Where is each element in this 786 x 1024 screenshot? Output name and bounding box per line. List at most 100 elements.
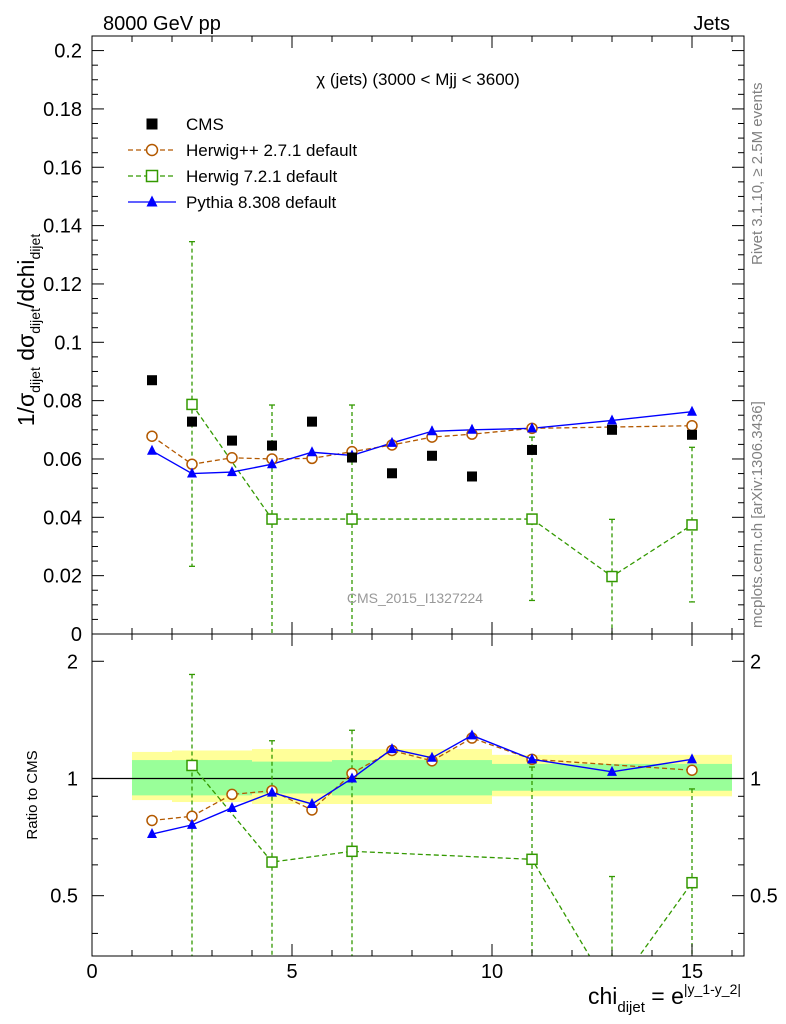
herwig7-line <box>191 404 693 578</box>
analysis-label: CMS_2015_I1327224 <box>347 590 483 606</box>
ratio-band-inner <box>452 760 492 796</box>
pythia-ratio-marker <box>267 786 277 797</box>
herwig7-ratio-marker <box>346 845 358 858</box>
legend-label: Pythia 8.308 default <box>186 193 337 212</box>
x-tick-label: 0 <box>86 961 97 983</box>
header-right: Jets <box>693 13 730 35</box>
pythia-ratio-marker <box>687 753 697 764</box>
herwig7-ratio-marker <box>686 876 698 889</box>
main-y-tick-label: 0.1 <box>54 332 82 354</box>
herwig7-marker <box>186 398 198 411</box>
cms-data-point <box>267 440 277 451</box>
svg-text:chidijet = e|y_1-y_2|: chidijet = e|y_1-y_2| <box>588 981 741 1016</box>
main-y-tick-label: 0.08 <box>43 391 82 413</box>
ratio-band-inner <box>292 761 332 794</box>
herwig7-marker <box>526 513 538 525</box>
pythia-marker <box>307 446 317 457</box>
ratio-y-axis-label: Ratio to CMS <box>24 750 41 839</box>
ratio-band-inner <box>132 760 172 796</box>
pythia-marker <box>687 405 697 416</box>
legend-label: Herwig++ 2.7.1 default <box>186 141 357 160</box>
ratio-series-layer <box>146 673 698 956</box>
herwig7-marker <box>686 519 698 531</box>
main-series-layer <box>146 241 698 634</box>
pythia-ratio-marker <box>347 772 357 783</box>
legend-marker <box>145 169 159 183</box>
x-axis-ticks: 0 5 10 15 <box>86 36 733 983</box>
herwig7-ratio-marker <box>266 856 278 868</box>
herwigpp-ratio-marker <box>146 814 158 827</box>
main-y-tick-label: 0.02 <box>43 566 82 588</box>
herwig7-ratio-marker <box>186 759 198 772</box>
pythia-ratio-marker <box>607 765 617 776</box>
cms-data-point <box>187 416 197 427</box>
ratio-y-tick-label: 1 <box>67 768 78 790</box>
pythia-marker <box>187 467 197 478</box>
ratio-y-tick-label-right: 1 <box>750 768 761 790</box>
x-tick-label: 15 <box>681 961 703 983</box>
ratio-frame <box>91 633 745 957</box>
ratio-band-inner <box>372 760 412 796</box>
pythia-line <box>151 411 693 475</box>
pythia-marker <box>427 425 437 436</box>
rivet-label: Rivet 3.1.10, ≥ 2.5M events <box>749 83 766 266</box>
main-y-tick-label: 0.04 <box>43 507 82 529</box>
pythia-ratio-marker <box>227 801 237 812</box>
herwigpp-ratio-marker <box>226 788 238 801</box>
legend-marker <box>145 143 159 157</box>
legend-label: CMS <box>186 115 224 134</box>
ratio-y-tick-label-right: 2 <box>750 651 761 673</box>
x-axis-label: chidijet = e|y_1-y_2| <box>588 981 741 1016</box>
main-y-tick-label: 0.18 <box>43 99 82 121</box>
main-y-tick-label: 0.2 <box>54 41 82 63</box>
cms-data-point <box>687 429 697 440</box>
herwig7-ratio-line <box>191 765 693 956</box>
herwig7-marker <box>346 513 358 525</box>
main-y-tick-label: 0.16 <box>43 157 82 179</box>
legend-marker <box>146 195 158 207</box>
main-panel: 00.020.040.060.080.10.120.140.160.180.2 … <box>13 35 745 646</box>
main-y-axis-label: 1/σdijet dσdijet/dchidijet <box>13 234 43 427</box>
pythia-ratio-line <box>151 734 693 835</box>
main-y-tick-label: 0.06 <box>43 449 82 471</box>
ratio-panel: 0.5 0.5 1 1 2 2 Ratio to CMS <box>24 633 778 957</box>
pythia-ratio-marker <box>527 753 537 764</box>
pythia-marker <box>607 414 617 425</box>
main-axis-ticks: 0 0.02 0.04 0.06 0.08 0.1 0.12 0.14 0.16 0.18 0.2 <box>43 35 744 646</box>
pythia-marker <box>147 444 157 455</box>
main-y-tick-label: 0.14 <box>43 216 82 238</box>
herwigpp-marker <box>226 452 238 464</box>
cms-data-point <box>527 444 537 455</box>
herwig7-ratio-group <box>186 673 698 956</box>
herwigpp-marker <box>146 430 158 442</box>
pythia-marker <box>227 466 237 477</box>
legend-label: Herwig 7.2.1 default <box>186 167 337 186</box>
header-left: 8000 GeV pp <box>103 13 221 35</box>
cms-data-point <box>347 452 357 463</box>
cms-data-point <box>467 471 477 482</box>
cms-data-point <box>387 468 397 479</box>
ratio-axis-ticks: 0.5 0.5 1 1 2 2 <box>50 651 778 934</box>
herwig7-ratio-marker <box>526 853 538 866</box>
herwig7-marker <box>266 513 278 525</box>
ratio-y-tick-label: 2 <box>67 651 78 673</box>
pythia-marker <box>467 423 477 434</box>
pythia-marker <box>267 458 277 469</box>
cms-data-point <box>307 416 317 427</box>
x-tick-label: 10 <box>481 961 503 983</box>
chart-title: χ (jets) (3000 < Mjj < 3600) <box>316 70 520 89</box>
pythia-ratio-marker <box>467 729 477 740</box>
svg-text:1/σdijet dσdijet/dchidijet: 1/σdijet dσdijet/dchidijet <box>13 234 43 427</box>
pythia-ratio-marker <box>427 751 437 762</box>
cms-data-point <box>147 375 157 386</box>
main-y-tick-label: 0 <box>71 624 82 646</box>
herwigpp-ratio-marker <box>686 764 698 776</box>
cms-data-point <box>607 424 617 435</box>
pythia-ratio-marker <box>187 818 197 829</box>
pythia-ratio-marker <box>387 743 397 754</box>
mcplots-label: mcplots.cern.ch [arXiv:1306.3436] <box>749 401 766 628</box>
herwig7-marker <box>606 570 618 583</box>
herwigpp-marker <box>686 419 698 432</box>
legend-marker <box>146 118 158 130</box>
